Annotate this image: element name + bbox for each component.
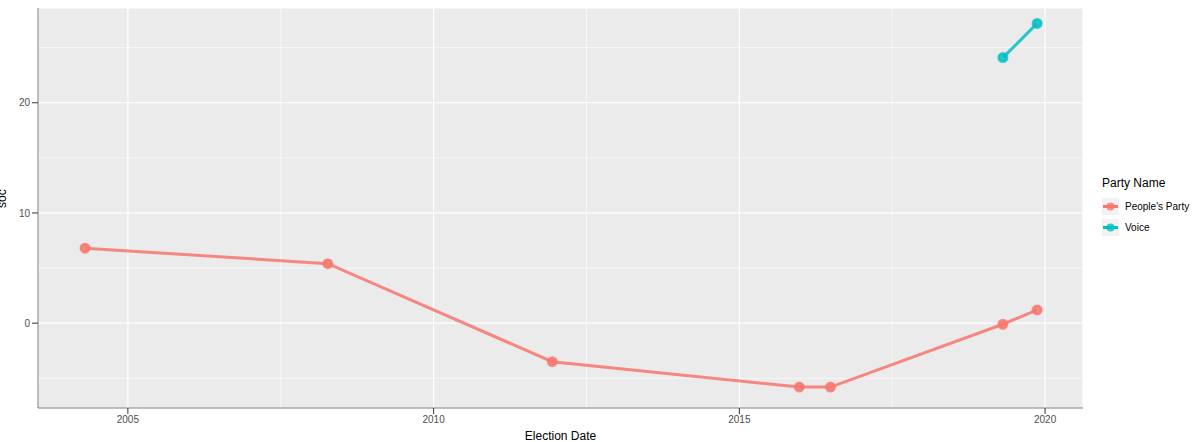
- svg-text:2010: 2010: [422, 414, 445, 425]
- html-text:Party Name: Party Name: [1102, 176, 1166, 190]
- svg-text:Election Date: Election Date: [525, 429, 597, 442]
- html-text:People's Party: People's Party: [1125, 201, 1190, 212]
- svg-text:20: 20: [19, 97, 31, 108]
- svg-text:soc: soc: [8, 189, 9, 208]
- html-text:Voice: Voice: [1125, 222, 1150, 233]
- svg-text:2005: 2005: [117, 414, 140, 425]
- svg-text:10: 10: [19, 208, 31, 219]
- svg-text:2020: 2020: [1034, 414, 1057, 425]
- svg-text:0: 0: [24, 318, 30, 329]
- svg-text:2015: 2015: [728, 414, 751, 425]
